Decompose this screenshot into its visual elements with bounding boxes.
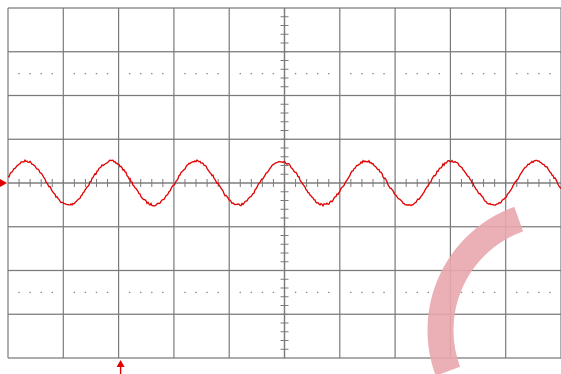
grid-dot [305,72,308,75]
grid-dot [471,72,474,75]
grid-dot [95,291,98,294]
grid-dot [195,291,197,294]
grid-dot [294,291,297,294]
grid-dot [139,72,142,75]
grid-dot [405,291,407,294]
grid-dot [316,72,319,75]
grid-dot [272,291,275,294]
grid-dot [51,72,54,75]
grid-dot [416,72,419,75]
grid-dot [261,291,264,294]
grid-dot [250,291,253,294]
grid-dot [471,291,474,294]
grid-dot [482,72,485,75]
grid-dot [184,72,186,75]
grid-dot [73,291,76,294]
grid-dot [84,291,87,294]
grid-dot [106,72,109,75]
grid-dot [18,72,20,75]
grid-dot [73,72,76,75]
grid-dot [29,72,31,75]
grid-dot [460,291,463,294]
grid-dot [195,72,197,75]
grid-dot [272,72,275,75]
trigger-arrow-head [116,360,125,367]
grid-dot [460,72,463,75]
grid-dot [327,72,330,75]
grid-dot [239,72,242,75]
grid-dot [18,291,20,294]
grid-dot [150,72,153,75]
grid-dot [405,72,407,75]
grid-dot [29,291,31,294]
grid-dot [84,72,87,75]
ground-level-marker-icon [0,179,7,187]
grid-dot [515,72,518,75]
grid-dot [294,72,297,75]
grid-dot [40,291,42,294]
grid-dot [527,291,529,294]
grid-dot [316,291,319,294]
grid-dot [327,291,330,294]
grid-dot [95,72,98,75]
grid-dot [515,291,518,294]
grid-dot [372,72,374,75]
grid-dot [438,72,441,75]
grid-dot [162,291,164,294]
grid-dot [128,291,131,294]
grid-dot [184,291,186,294]
grid-dot [350,291,352,294]
grid-dot [40,72,42,75]
trigger-position-marker-icon [116,360,125,374]
grid-dot [206,291,208,294]
grid-dot [139,291,142,294]
grid-dot [538,291,540,294]
center-axes [7,7,561,359]
grid-dot [239,291,242,294]
watermark-arc [427,206,524,374]
channel-1-trace [7,159,561,208]
grid-dot [383,72,385,75]
grid-dot [493,72,496,75]
grid-dot [261,72,264,75]
grid-dot [51,291,54,294]
grid-dot [305,291,308,294]
grid-dot [383,291,385,294]
grid-dot [482,291,485,294]
grid-dot [206,72,208,75]
grid-dot [416,291,419,294]
grid-dot [427,291,430,294]
grid-dot [427,72,430,75]
grid-dot [350,72,352,75]
grid-dot [162,72,164,75]
grid-dot [493,291,496,294]
grid-dot [361,72,363,75]
grid-dot [106,291,109,294]
grid-dot [549,291,551,294]
grid-dot [217,291,219,294]
grid-dot [372,291,374,294]
grid-dot [361,291,363,294]
grid-dot [549,72,551,75]
grid-dot [527,72,529,75]
grid-dot [217,72,219,75]
grid-dot [150,291,153,294]
grid-dot [538,72,540,75]
grid-dot [128,72,131,75]
grid-dot [250,72,253,75]
